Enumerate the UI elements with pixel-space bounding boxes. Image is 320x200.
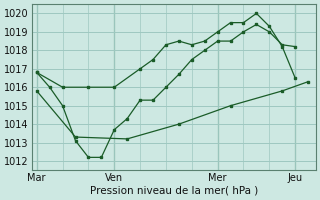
X-axis label: Pression niveau de la mer( hPa ): Pression niveau de la mer( hPa )	[90, 186, 258, 196]
